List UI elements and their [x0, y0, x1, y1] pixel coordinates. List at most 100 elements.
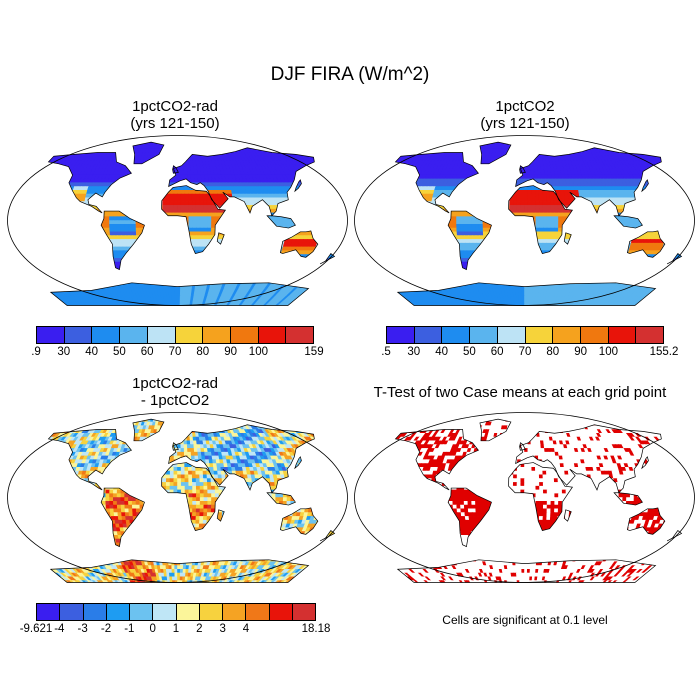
colorbar-tick-label: 18.18 [301, 623, 331, 635]
coastline-indo [266, 215, 296, 229]
colorbar-swatch [64, 327, 93, 343]
colorbar-tick-label: -3 [77, 623, 88, 635]
colorbar-swatch [203, 327, 231, 343]
colorbar-tick-label: 80 [546, 346, 560, 358]
colorbar-tick-label: -4 [54, 623, 65, 635]
colorbar-tick-label: 90 [574, 346, 587, 358]
colorbar-tick-label: 70 [168, 346, 182, 358]
colorbar-tick-label: 1 [172, 623, 180, 635]
colorbar-swatch [153, 604, 177, 620]
panel3-title-line1: 1pctCO2-rad [132, 375, 218, 392]
coastline-africa [161, 185, 227, 254]
coastline-uk [172, 165, 179, 174]
colorbar-tick-label: 40 [435, 346, 448, 358]
coastline-madagascar [563, 509, 572, 522]
coastline-africa [508, 462, 574, 531]
coastline-uk [519, 442, 526, 451]
panel4-title: T-Test of two Case means at each grid po… [350, 384, 690, 401]
coastline-japan [641, 179, 649, 193]
panel2-title: 1pctCO2 (yrs 121-150) [375, 98, 675, 132]
colorbar-swatch [258, 327, 287, 343]
colorbar-panel-3 [36, 603, 316, 621]
colorbar-tick-label: 159 [304, 346, 324, 358]
colorbar-tick-label: 60 [140, 346, 154, 358]
coastline-namerica [394, 152, 479, 214]
coastline-samerica [100, 487, 145, 548]
colorbar-swatch [130, 604, 154, 620]
coastline-greenland [132, 141, 165, 165]
coastline-eurasia [168, 147, 315, 217]
coastline-eurasia [168, 424, 315, 494]
land-field [395, 419, 682, 583]
panel2-title-line1: 1pctCO2 [495, 98, 555, 115]
map-panel-4 [354, 412, 695, 583]
coastline-africa [508, 185, 574, 254]
significance-note: Cells are significant at 0.1 level [442, 613, 608, 627]
colorbar-swatch [92, 327, 121, 343]
panel2-title-line2: (yrs 121-150) [480, 115, 570, 132]
map-boundary [354, 412, 695, 583]
panel3-title: 1pctCO2-rad - 1pctCO2 [25, 375, 325, 409]
coastline-japan [294, 179, 302, 193]
coastline-greenland [479, 418, 512, 442]
colorbar-tick-label: -9.621 [19, 623, 53, 635]
colorbar-tick-label: 2 [196, 623, 203, 635]
land-field [48, 419, 335, 583]
colorbar-swatch [230, 327, 259, 343]
colorbar-swatch [553, 327, 581, 343]
coastline-eurasia [515, 147, 662, 217]
map-panel-3 [7, 412, 348, 583]
coastline-namerica [47, 152, 132, 214]
colorbar-swatch [414, 327, 443, 343]
colorbar-tick-label: 4 [242, 623, 250, 635]
coastline-australia [626, 507, 666, 535]
colorbar-swatch [37, 327, 65, 343]
colorbar-tick-label: 30 [407, 346, 421, 358]
colorbar-swatch [106, 604, 130, 620]
colorbar-swatch [147, 327, 176, 343]
colorbar-tick-label: -2 [100, 623, 112, 635]
coastline-eurasia [515, 424, 662, 494]
colorbar-swatch [497, 327, 526, 343]
coastline-samerica [100, 210, 145, 271]
colorbar-tick-label: 155.2 [649, 346, 679, 358]
coastline-greenland [479, 141, 512, 165]
colorbar-swatch [37, 604, 61, 620]
colorbar-swatch [60, 604, 84, 620]
coastline-madagascar [563, 232, 572, 245]
colorbar-tick-label: 60 [490, 346, 504, 358]
coastline-japan [294, 456, 302, 470]
colorbar-tick-label: -1 [124, 623, 135, 635]
colorbar-swatch [246, 604, 270, 620]
colorbar-tick-label: 100 [248, 346, 268, 358]
panel1-title-line1: 1pctCO2-rad [132, 98, 218, 115]
colorbar-swatch [175, 327, 204, 343]
coastline-namerica [47, 429, 132, 491]
coastline-uk [172, 442, 179, 451]
colorbar-tick-label: 100 [598, 346, 618, 358]
colorbar-tick-label: 70 [518, 346, 532, 358]
map-panel-1 [7, 135, 348, 306]
land-field [48, 142, 335, 306]
colorbar-swatch [176, 604, 200, 620]
colorbar-panel-1 [36, 326, 314, 344]
colorbar-panel-3-labels: -9.621 -4 -3 -2 -1 0 1 2 3 4 18.18 [20, 623, 331, 637]
coastline-australia [626, 230, 666, 258]
colorbar-tick-label: 80 [196, 346, 210, 358]
colorbar-tick-label: .5 [381, 346, 391, 358]
coastline-indo [613, 215, 643, 229]
panel4-title-line1: T-Test of two Case means at each grid po… [373, 384, 667, 401]
coastline-samerica [447, 210, 492, 271]
colorbar-swatch [580, 327, 609, 343]
colorbar-swatch [470, 327, 498, 343]
coastline-samerica [447, 487, 492, 548]
panel1-title: 1pctCO2-rad (yrs 121-150) [25, 98, 325, 132]
coastline-greenland [132, 418, 165, 442]
panel3-title-line2: - 1pctCO2 [140, 392, 210, 409]
land-field [395, 142, 682, 306]
colorbar-tick-label: 3 [219, 623, 226, 635]
coastline-indo [613, 492, 643, 506]
colorbar-panel-2-labels: .5 30 40 50 60 70 80 90 100 155.2 [381, 346, 678, 360]
colorbar-swatch [636, 327, 664, 343]
colorbar-swatch [199, 604, 223, 620]
